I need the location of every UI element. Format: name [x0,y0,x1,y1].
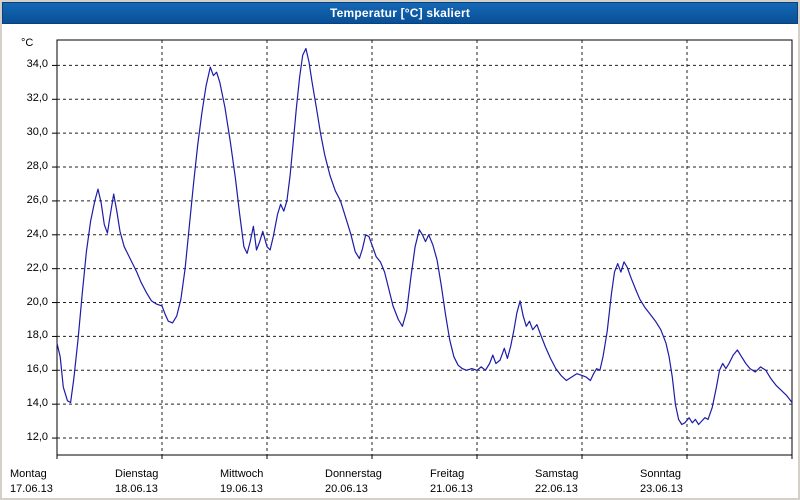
day-name: Sonntag [640,468,681,480]
x-day-label: Dienstag 18.06.13 [115,467,217,497]
day-date: 22.06.13 [535,483,578,495]
x-day-label: Samstag 22.06.13 [535,467,637,497]
y-tick-label: 26,0 [26,193,48,206]
x-day-label: Montag 17.06.13 [10,467,112,497]
y-tick-label: 34,0 [26,58,48,71]
window-title: Temperatur [°C] skaliert [329,6,471,20]
y-tick-label: 18,0 [26,329,48,342]
day-date: 20.06.13 [325,483,368,495]
day-date: 18.06.13 [115,483,158,495]
day-name: Dienstag [115,468,159,480]
day-date: 17.06.13 [10,483,53,495]
y-tick-label: 22,0 [26,261,48,274]
day-date: 23.06.13 [640,483,683,495]
y-tick-label: 14,0 [26,397,48,410]
y-tick-label: 28,0 [26,160,48,173]
y-tick-label: 24,0 [26,227,48,240]
x-day-label: Freitag 21.06.13 [430,467,532,497]
day-date: 19.06.13 [220,483,263,495]
plot-frame [56,39,793,456]
y-tick-label: 12,0 [26,431,48,444]
day-name: Mittwoch [220,468,264,480]
temperature-line [56,47,793,426]
day-name: Donnerstag [325,468,382,480]
x-day-label: Mittwoch 19.06.13 [220,467,322,497]
y-axis-unit-label: °C [21,37,34,49]
y-tick-label: 30,0 [26,126,48,139]
day-date: 21.06.13 [430,483,473,495]
y-tick-label: 20,0 [26,295,48,308]
day-name: Freitag [430,468,465,480]
x-day-label: Sonntag 23.06.13 [640,467,742,497]
y-tick-label: 32,0 [26,92,48,105]
day-name: Samstag [535,468,579,480]
temperature-plot [52,39,793,459]
y-tick-label: 16,0 [26,363,48,376]
chart-area: °C 34,0 32,0 30,0 28,0 26,0 24,0 22,0 20,0 18,0 1… [2,24,798,498]
window-titlebar: Temperatur [°C] skaliert [2,2,798,24]
day-name: Montag [10,468,47,480]
x-day-label: Donnerstag 20.06.13 [325,467,427,497]
